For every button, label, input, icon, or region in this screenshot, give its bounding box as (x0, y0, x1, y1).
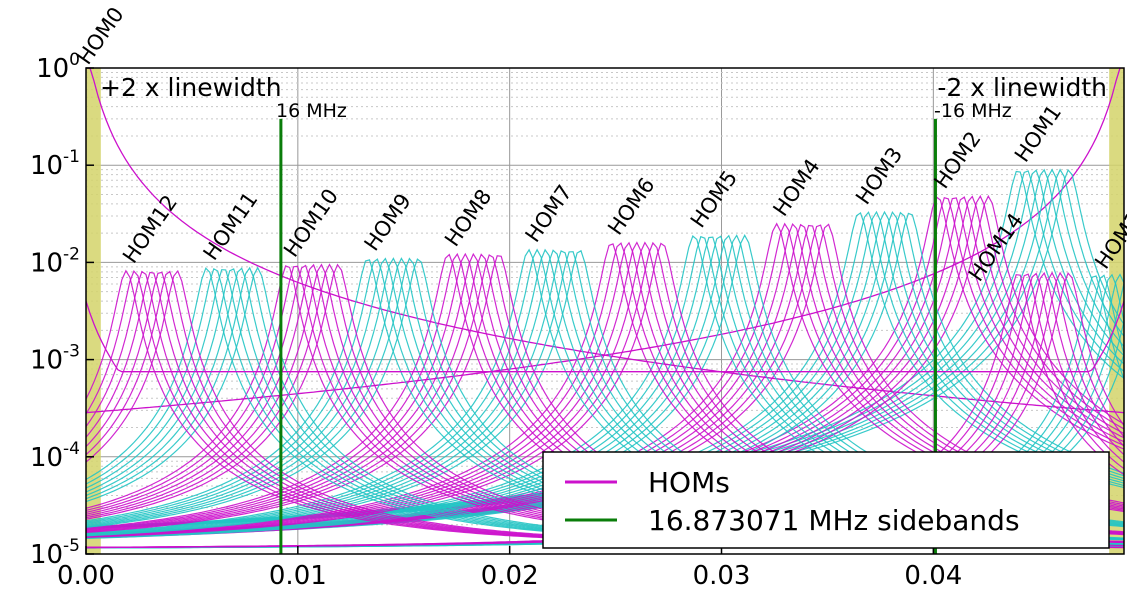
hom3-label: HOM3 (851, 143, 907, 209)
hom4-label: HOM4 (768, 155, 824, 221)
legend-label-homs: HOMs (648, 466, 730, 499)
left-linewidth-band (86, 68, 101, 554)
left-sideband-annotation: 16 MHz (276, 100, 347, 122)
hom9-label: HOM9 (360, 189, 416, 255)
legend-label-sidebands: 16.873071 MHz sidebands (648, 504, 1020, 537)
hom12-label: HOM12 (118, 191, 182, 268)
hom11-label: HOM11 (199, 188, 263, 265)
left-band-annotation: +2 x linewidth (100, 73, 282, 102)
hom6-label: HOM6 (603, 173, 659, 239)
y-tick-label: 10-2 (30, 244, 80, 278)
hom7-label: HOM7 (521, 181, 577, 247)
y-tick-label: 10-4 (30, 439, 80, 473)
hom10-label: HOM10 (279, 184, 343, 261)
legend: HOMs 16.873071 MHz sidebands (543, 452, 1109, 548)
hom5-label: HOM5 (686, 166, 742, 232)
hom2-label: HOM2 (929, 127, 985, 193)
hom8-label: HOM8 (440, 185, 496, 251)
right-sideband-annotation: -16 MHz (934, 100, 1012, 122)
hom1-label: HOM1 (1010, 100, 1066, 166)
hom-labels: HOM0 HOM1 HOM2 HOM3 HOM4 HOM5 HOM6 HOM7 HOM8 HOM9… (72, 3, 1127, 286)
right-band-annotation: -2 x linewidth (937, 73, 1107, 102)
x-tick-label: 0.01 (269, 561, 327, 591)
y-tick-label: 10-1 (30, 147, 80, 181)
x-tick-label: 0.03 (693, 561, 751, 591)
x-tick-label: 0.04 (904, 561, 962, 591)
x-tick-label: 0.02 (481, 561, 539, 591)
hom0-label: HOM0 (72, 3, 128, 69)
y-tick-label: 10-3 (30, 342, 80, 376)
x-tick-label: 0.00 (57, 561, 115, 591)
